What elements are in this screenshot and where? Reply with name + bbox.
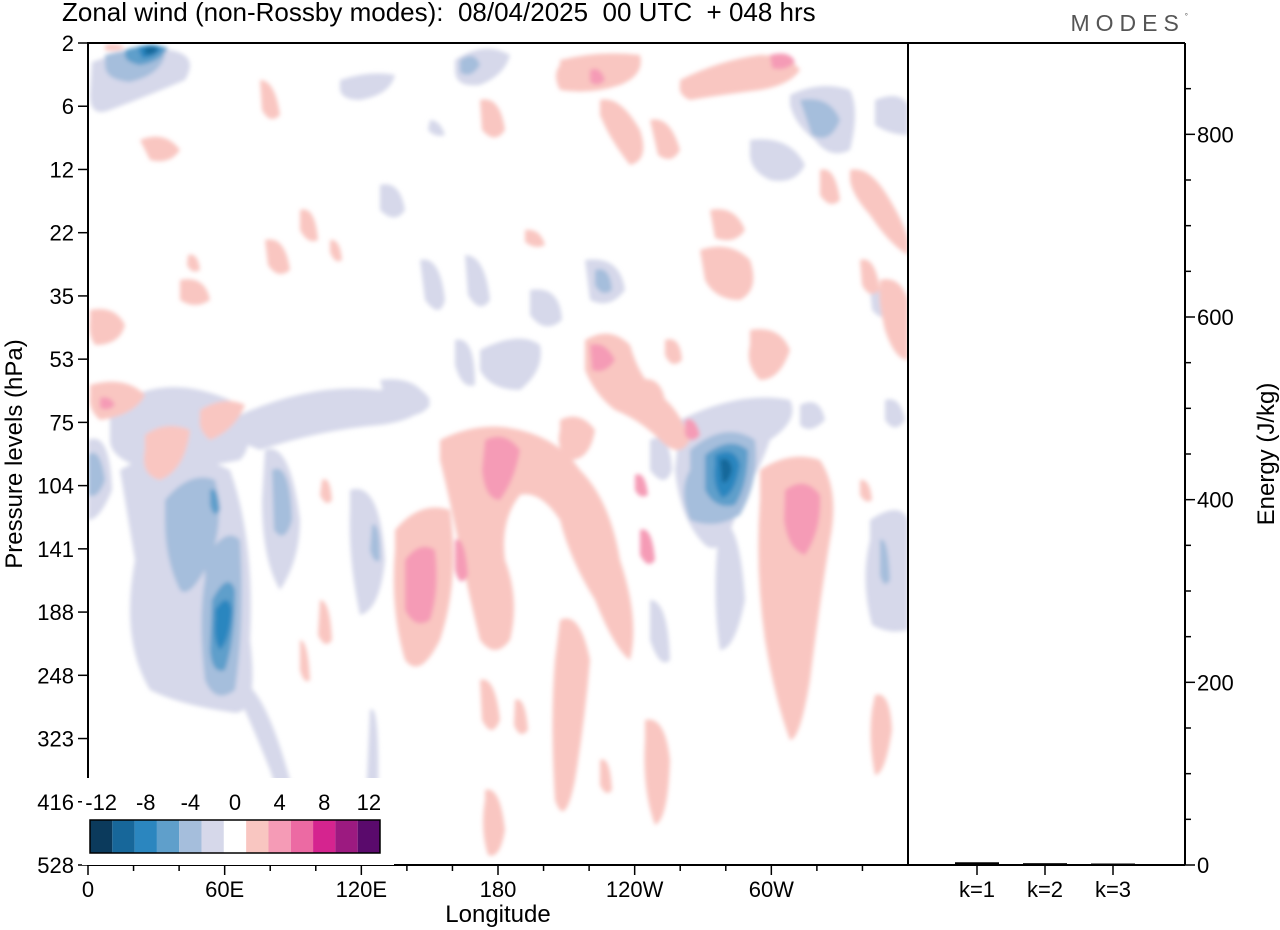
page-title: Zonal wind (non-Rossby modes): 08/04/202… — [62, 0, 816, 27]
energy-axis: 0 200 400 600 800 — [1185, 87, 1234, 878]
colorbar-swatch — [335, 820, 358, 853]
colorbar-label: 0 — [229, 790, 241, 815]
y-axis-title: Pressure levels (hPa) — [1, 339, 28, 568]
y-tick-label: 323 — [37, 727, 74, 752]
energy-tick-label: 800 — [1197, 122, 1234, 147]
energy-tick-label: 0 — [1197, 853, 1209, 878]
heatmap-field — [88, 44, 908, 865]
y-tick-label: 35 — [50, 284, 74, 309]
x-tick-label: 180 — [480, 877, 517, 902]
energy-bar — [1091, 863, 1135, 865]
colorbar-label: -12 — [85, 790, 117, 815]
energy-panel — [908, 42, 1186, 866]
y-tick-label: 104 — [37, 474, 74, 499]
colorbar-label: 8 — [318, 790, 330, 815]
colorbar-swatch — [246, 820, 269, 853]
colorbar-swatch — [179, 820, 202, 853]
colorbar-swatch — [201, 820, 224, 853]
x-axis-title: Longitude — [445, 901, 550, 928]
y-tick-label: 53 — [50, 347, 74, 372]
energy-tick-label: 400 — [1197, 488, 1234, 513]
colorbar-legend: -12 -8 -4 0 4 8 12 — [82, 778, 394, 865]
colorbar-label: 4 — [273, 790, 285, 815]
colorbar-swatch — [90, 820, 113, 853]
colorbar-label: -8 — [136, 790, 156, 815]
colorbar-label: -4 — [181, 790, 201, 815]
x-tick-label: 60W — [749, 877, 794, 902]
y-tick-label: 6 — [62, 94, 74, 119]
x-tick-label: 120E — [336, 877, 387, 902]
y-tick-label: 22 — [50, 221, 74, 246]
energy-tick-label: 200 — [1197, 670, 1234, 695]
energy-bar — [955, 862, 999, 865]
energy-bars: k=1 k=2 k=3 — [955, 862, 1135, 902]
y-tick-label: 528 — [37, 853, 74, 878]
colorbar-swatch — [134, 820, 157, 853]
y-tick-label: 416 — [37, 790, 74, 815]
colorbar-swatch — [156, 820, 180, 853]
colorbar-swatch — [313, 820, 336, 853]
energy-x-tick-label: k=1 — [959, 877, 995, 902]
energy-x-tick-label: k=3 — [1095, 877, 1131, 902]
colorbar-swatch — [290, 820, 314, 853]
x-axis: 0 60E 120E 180 120W 60W — [82, 865, 864, 902]
colorbar-swatch — [357, 820, 380, 853]
y-tick-label: 75 — [50, 410, 74, 435]
energy-axis-title: Energy (J/kg) — [1253, 383, 1280, 526]
colorbar-swatch — [112, 820, 135, 853]
brand-logo: MODES° — [1070, 10, 1188, 36]
energy-tick-label: 600 — [1197, 305, 1234, 330]
colorbar-swatch — [268, 820, 291, 853]
x-tick-label: 120W — [606, 877, 664, 902]
x-tick-label: 60E — [205, 877, 244, 902]
y-tick-label: 188 — [37, 600, 74, 625]
energy-bar — [1023, 863, 1067, 865]
colorbar-label: 12 — [357, 790, 381, 815]
y-axis: 2 6 12 22 35 53 75 104 141 188 248 323 416 528 — [37, 31, 88, 878]
y-tick-label: 248 — [37, 663, 74, 688]
x-tick-label: 0 — [82, 877, 94, 902]
y-tick-label: 2 — [62, 31, 74, 56]
colorbar-frame — [89, 819, 381, 854]
y-tick-label: 12 — [50, 157, 74, 182]
energy-x-tick-label: k=2 — [1027, 877, 1063, 902]
colorbar-swatch — [223, 820, 247, 853]
y-tick-label: 141 — [37, 537, 74, 562]
